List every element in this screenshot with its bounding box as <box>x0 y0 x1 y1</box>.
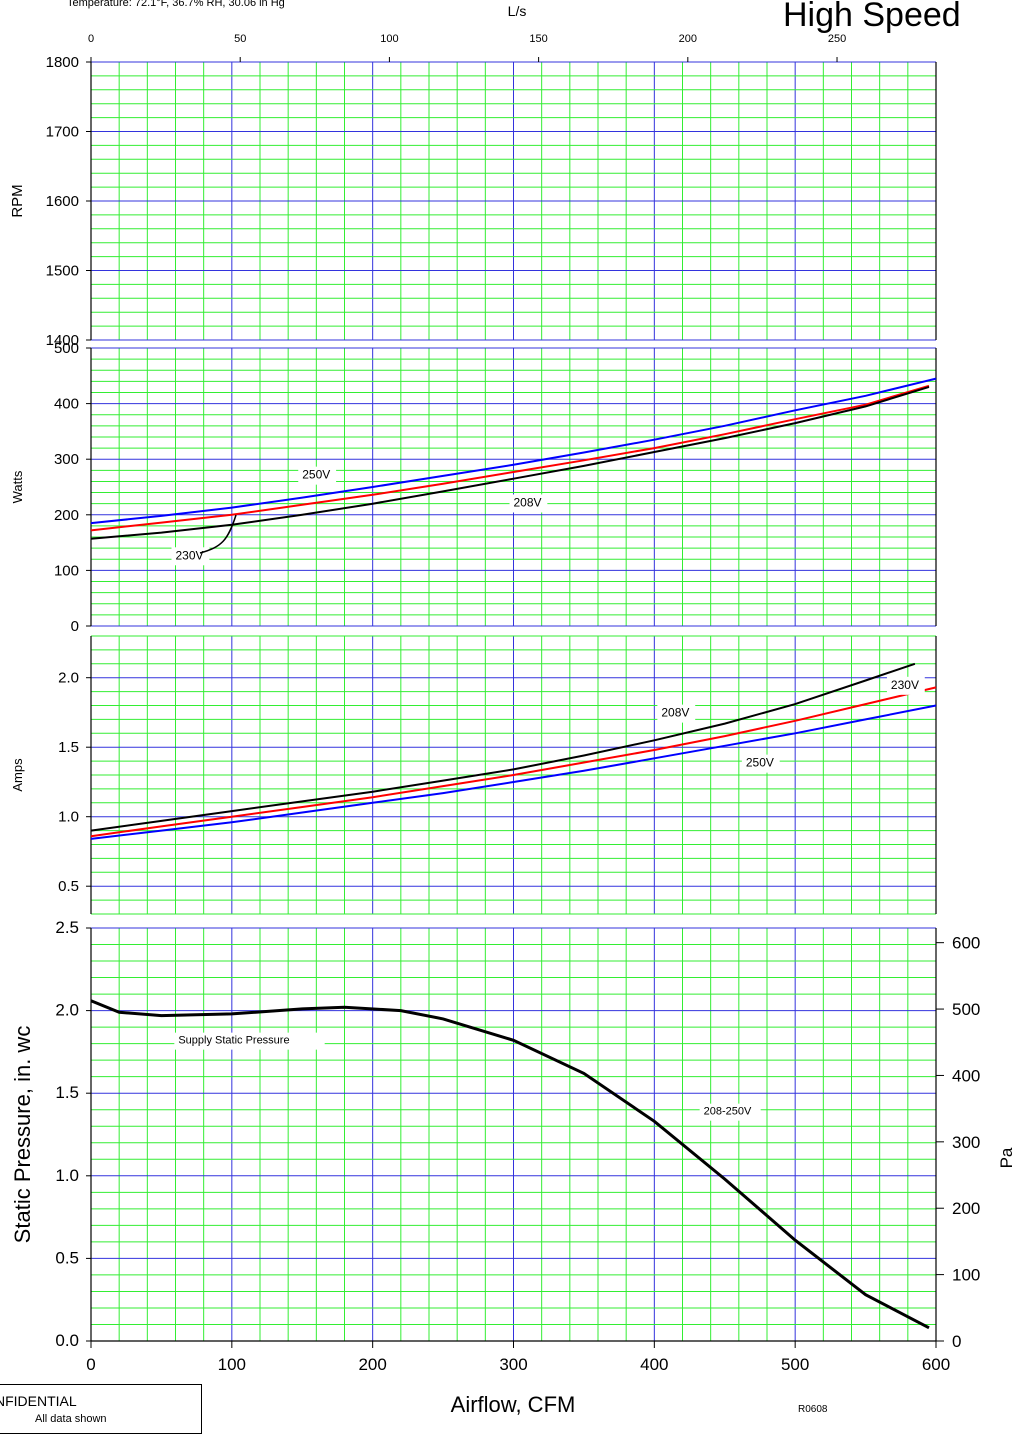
y-tick-label: 1800 <box>46 54 79 71</box>
series-layer <box>90 377 937 1330</box>
x-tick-label: 100 <box>218 1355 246 1374</box>
annotation-label: 208-250V <box>704 1106 752 1118</box>
y-tick-label: 1400 <box>46 332 79 349</box>
right-y-tick-label: 0 <box>952 1332 961 1351</box>
y-tick-label: 400 <box>54 396 79 413</box>
y-tick-label: 0.5 <box>58 878 79 895</box>
annotation-label: 250V <box>302 468 330 482</box>
y-axis-label: RPM <box>9 184 26 217</box>
top-axis-tick-label: 0 <box>88 33 94 45</box>
x-tick-label: 200 <box>358 1355 386 1374</box>
annotation-label: 250V <box>746 756 774 770</box>
annotation-bg <box>741 754 780 773</box>
series-line-230V <box>90 384 930 532</box>
y-axis-label: Static Pressure, in. wc <box>10 1026 35 1244</box>
top-axis-tick-label: 100 <box>380 33 398 45</box>
grid-layer <box>90 61 937 1342</box>
axes-layer <box>86 57 944 1348</box>
figure-code: R0608 <box>798 1404 828 1415</box>
annotation-bg <box>509 494 548 513</box>
labels-layer: 0 50 100 150 200 250 1400 1500 1600 1700 1800 RPM 0 1… <box>9 33 1016 1374</box>
x-tick-label: 500 <box>781 1355 809 1374</box>
annotation-label: 208V <box>661 706 689 720</box>
y-tick-label: 1600 <box>46 193 79 210</box>
confidential-label: NFIDENTIAL <box>0 1393 77 1409</box>
y-tick-label: 0.0 <box>55 1331 79 1350</box>
annotation-label: 208V <box>514 495 542 509</box>
right-axis-label: Pa <box>997 1147 1016 1168</box>
right-y-tick-label: 100 <box>952 1266 980 1285</box>
x-tick-label: 600 <box>922 1355 950 1374</box>
top-axis-label: L/s <box>508 3 527 19</box>
chart-title: High Speed <box>783 0 961 34</box>
y-tick-label: 1.5 <box>55 1083 79 1102</box>
y-axis-label: Watts <box>10 470 25 503</box>
top-axis-tick-label: 150 <box>529 33 547 45</box>
top-axis-tick-label: 200 <box>679 33 697 45</box>
x-tick-label: 300 <box>499 1355 527 1374</box>
right-y-tick-label: 400 <box>952 1066 980 1085</box>
annotation-bg <box>298 466 337 485</box>
y-tick-label: 1.0 <box>58 809 79 826</box>
y-tick-label: 100 <box>54 562 79 579</box>
annotation-label: 230V <box>891 678 919 692</box>
confidential-subline: All data shown <box>35 1413 107 1425</box>
annotation-label: 230V <box>176 548 204 562</box>
y-tick-label: 1500 <box>46 263 79 280</box>
annotation-bg <box>657 704 696 723</box>
right-y-tick-label: 500 <box>952 1000 980 1019</box>
series-line-250V <box>90 377 937 525</box>
x-tick-label: 0 <box>86 1355 95 1374</box>
y-tick-label: 1.0 <box>55 1166 79 1185</box>
y-tick-label: 2.0 <box>58 670 79 687</box>
y-tick-label: 1.5 <box>58 739 79 756</box>
annotation-bg <box>171 547 210 566</box>
top-axis-tick-label: 50 <box>234 33 246 45</box>
x-axis-label: Airflow, CFM <box>451 1392 576 1417</box>
y-tick-label: 0.5 <box>55 1248 79 1267</box>
confidential-box: NFIDENTIAL All data shown <box>0 1384 202 1434</box>
right-y-tick-label: 200 <box>952 1199 980 1218</box>
y-tick-label: 0 <box>71 618 79 635</box>
y-tick-label: 200 <box>54 507 79 524</box>
top-axis-tick-label: 250 <box>828 33 846 45</box>
annotation-bg <box>174 1032 325 1050</box>
series-line-208-250V <box>90 999 930 1330</box>
series-line-208V <box>90 662 916 832</box>
annotation-arrow <box>199 514 237 554</box>
y-axis-label: Amps <box>10 758 25 792</box>
annotation-label: Supply Static Pressure <box>178 1035 289 1047</box>
y-tick-label: 2.0 <box>55 1001 79 1020</box>
y-tick-label: 300 <box>54 451 79 468</box>
y-tick-label: 2.5 <box>55 918 79 937</box>
right-y-tick-label: 300 <box>952 1133 980 1152</box>
y-tick-label: 500 <box>54 340 79 357</box>
y-tick-label: 1700 <box>46 124 79 141</box>
series-line-230V <box>90 686 937 838</box>
series-line-250V <box>90 704 937 840</box>
annotation-bg <box>699 1103 761 1121</box>
x-tick-label: 400 <box>640 1355 668 1374</box>
conditions-text: Temperature: 72.1°F, 36.7% RH, 30.06 in … <box>67 0 285 9</box>
annotation-bg <box>886 676 925 695</box>
right-y-tick-label: 600 <box>952 934 980 953</box>
